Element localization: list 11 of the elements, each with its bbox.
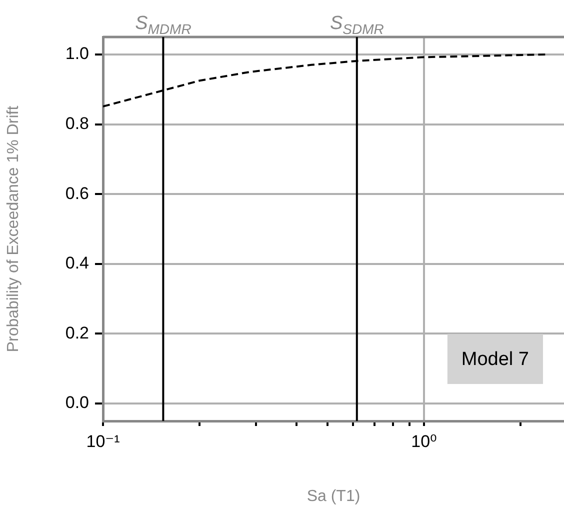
x-tick-label: 10⁻¹ (86, 432, 120, 451)
y-tick-label: 1.0 (65, 44, 89, 64)
y-tick-label: 0.0 (65, 393, 89, 412)
x-axis-title: Sa (T1) (306, 488, 360, 505)
y-axis-title: Probability of Exceedance 1% Drift (5, 105, 22, 352)
y-tick-label: 0.2 (65, 323, 89, 342)
y-tick-label: 0.4 (65, 254, 89, 273)
annotation: Model 7 (461, 349, 530, 370)
y-tick-label: 0.6 (65, 184, 89, 203)
y-tick-label: 0.8 (65, 114, 89, 133)
x-tick-label: 10⁰ (411, 432, 438, 451)
